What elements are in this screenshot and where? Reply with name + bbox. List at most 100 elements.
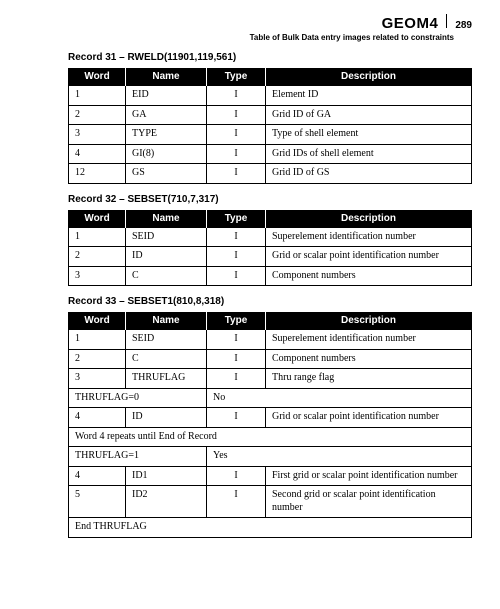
table-cell: Superelement identification number: [266, 227, 472, 247]
column-header: Name: [126, 312, 207, 330]
table-cell: I: [207, 266, 266, 286]
table-cell: I: [207, 105, 266, 125]
table-cell: First grid or scalar point identificatio…: [266, 466, 472, 486]
table-cell: 3: [69, 369, 126, 389]
table-cell: 1: [69, 227, 126, 247]
column-header: Description: [266, 68, 472, 86]
record-table: WordNameTypeDescription1EIDIElement ID2G…: [68, 68, 472, 184]
table-row: 3TYPEIType of shell element: [69, 125, 472, 145]
table-row: Word 4 repeats until End of Record: [69, 427, 472, 447]
table-cell: I: [207, 86, 266, 106]
header-divider: [446, 14, 447, 28]
table-cell: Type of shell element: [266, 125, 472, 145]
table-cell: Element ID: [266, 86, 472, 106]
table-cell: I: [207, 408, 266, 428]
table-row: 2CIComponent numbers: [69, 349, 472, 369]
record-title: Record 33 – SEBSET1(810,8,318): [68, 296, 472, 307]
column-header: Type: [207, 68, 266, 86]
table-row: 3THRUFLAGIThru range flag: [69, 369, 472, 389]
table-cell: ID: [126, 408, 207, 428]
table-cell: Superelement identification number: [266, 330, 472, 350]
page: GEOM4 289 Table of Bulk Data entry image…: [0, 0, 500, 550]
table-cell: 12: [69, 164, 126, 184]
table-cell: ID2: [126, 486, 207, 518]
table-cell: 5: [69, 486, 126, 518]
table-cell: TYPE: [126, 125, 207, 145]
table-span-left: THRUFLAG=1: [69, 447, 207, 467]
header-title: GEOM4: [382, 15, 439, 32]
table-cell: C: [126, 349, 207, 369]
table-cell: Component numbers: [266, 266, 472, 286]
column-header: Description: [266, 210, 472, 228]
record-title: Record 31 – RWELD(11901,119,561): [68, 52, 472, 63]
table-row: 4ID1IFirst grid or scalar point identifi…: [69, 466, 472, 486]
table-row: 3CIComponent numbers: [69, 266, 472, 286]
header-title-row: GEOM4 289: [68, 14, 472, 32]
table-cell: 3: [69, 125, 126, 145]
table-cell: ID1: [126, 466, 207, 486]
table-cell: I: [207, 486, 266, 518]
table-row: THRUFLAG=0No: [69, 388, 472, 408]
table-span-right: No: [207, 388, 472, 408]
table-row: 2IDIGrid or scalar point identification …: [69, 247, 472, 267]
table-row: 2GAIGrid ID of GA: [69, 105, 472, 125]
column-header: Type: [207, 312, 266, 330]
table-cell: SEID: [126, 330, 207, 350]
table-cell: EID: [126, 86, 207, 106]
header-page-number: 289: [455, 20, 472, 32]
table-row: 4GI(8)IGrid IDs of shell element: [69, 144, 472, 164]
table-cell: SEID: [126, 227, 207, 247]
table-cell: Component numbers: [266, 349, 472, 369]
table-cell: I: [207, 466, 266, 486]
column-header: Description: [266, 312, 472, 330]
column-header: Name: [126, 68, 207, 86]
table-cell: GS: [126, 164, 207, 184]
table-cell: 4: [69, 466, 126, 486]
table-cell: I: [207, 164, 266, 184]
table-cell: I: [207, 144, 266, 164]
table-cell: Grid ID of GA: [266, 105, 472, 125]
table-cell: Grid ID of GS: [266, 164, 472, 184]
table-cell: 3: [69, 266, 126, 286]
table-cell: Thru range flag: [266, 369, 472, 389]
table-cell: Grid or scalar point identification numb…: [266, 408, 472, 428]
table-cell: I: [207, 125, 266, 145]
table-cell: 2: [69, 349, 126, 369]
table-cell: C: [126, 266, 207, 286]
column-header: Word: [69, 312, 126, 330]
header-subtitle: Table of Bulk Data entry images related …: [68, 33, 454, 42]
table-row: 1SEIDISuperelement identification number: [69, 227, 472, 247]
table-cell: 2: [69, 247, 126, 267]
table-span-right: Yes: [207, 447, 472, 467]
column-header: Word: [69, 68, 126, 86]
table-row: End THRUFLAG: [69, 518, 472, 538]
table-cell: 4: [69, 408, 126, 428]
table-cell: 2: [69, 105, 126, 125]
table-cell: I: [207, 227, 266, 247]
table-cell: Grid IDs of shell element: [266, 144, 472, 164]
record-table: WordNameTypeDescription1SEIDISuperelemen…: [68, 312, 472, 538]
record-title: Record 32 – SEBSET(710,7,317): [68, 194, 472, 205]
table-row: 1SEIDISuperelement identification number: [69, 330, 472, 350]
table-cell: Second grid or scalar point identificati…: [266, 486, 472, 518]
table-cell: I: [207, 349, 266, 369]
column-header: Name: [126, 210, 207, 228]
table-span-cell: Word 4 repeats until End of Record: [69, 427, 472, 447]
records-container: Record 31 – RWELD(11901,119,561)WordName…: [68, 52, 472, 538]
table-row: THRUFLAG=1Yes: [69, 447, 472, 467]
column-header: Type: [207, 210, 266, 228]
table-cell: ID: [126, 247, 207, 267]
table-row: 4IDIGrid or scalar point identification …: [69, 408, 472, 428]
table-cell: 4: [69, 144, 126, 164]
table-row: 1EIDIElement ID: [69, 86, 472, 106]
page-header: GEOM4 289 Table of Bulk Data entry image…: [68, 14, 472, 42]
table-cell: THRUFLAG: [126, 369, 207, 389]
table-span-cell: End THRUFLAG: [69, 518, 472, 538]
table-cell: I: [207, 369, 266, 389]
table-cell: 1: [69, 330, 126, 350]
table-cell: I: [207, 330, 266, 350]
table-row: 5ID2ISecond grid or scalar point identif…: [69, 486, 472, 518]
table-cell: GA: [126, 105, 207, 125]
table-cell: I: [207, 247, 266, 267]
column-header: Word: [69, 210, 126, 228]
